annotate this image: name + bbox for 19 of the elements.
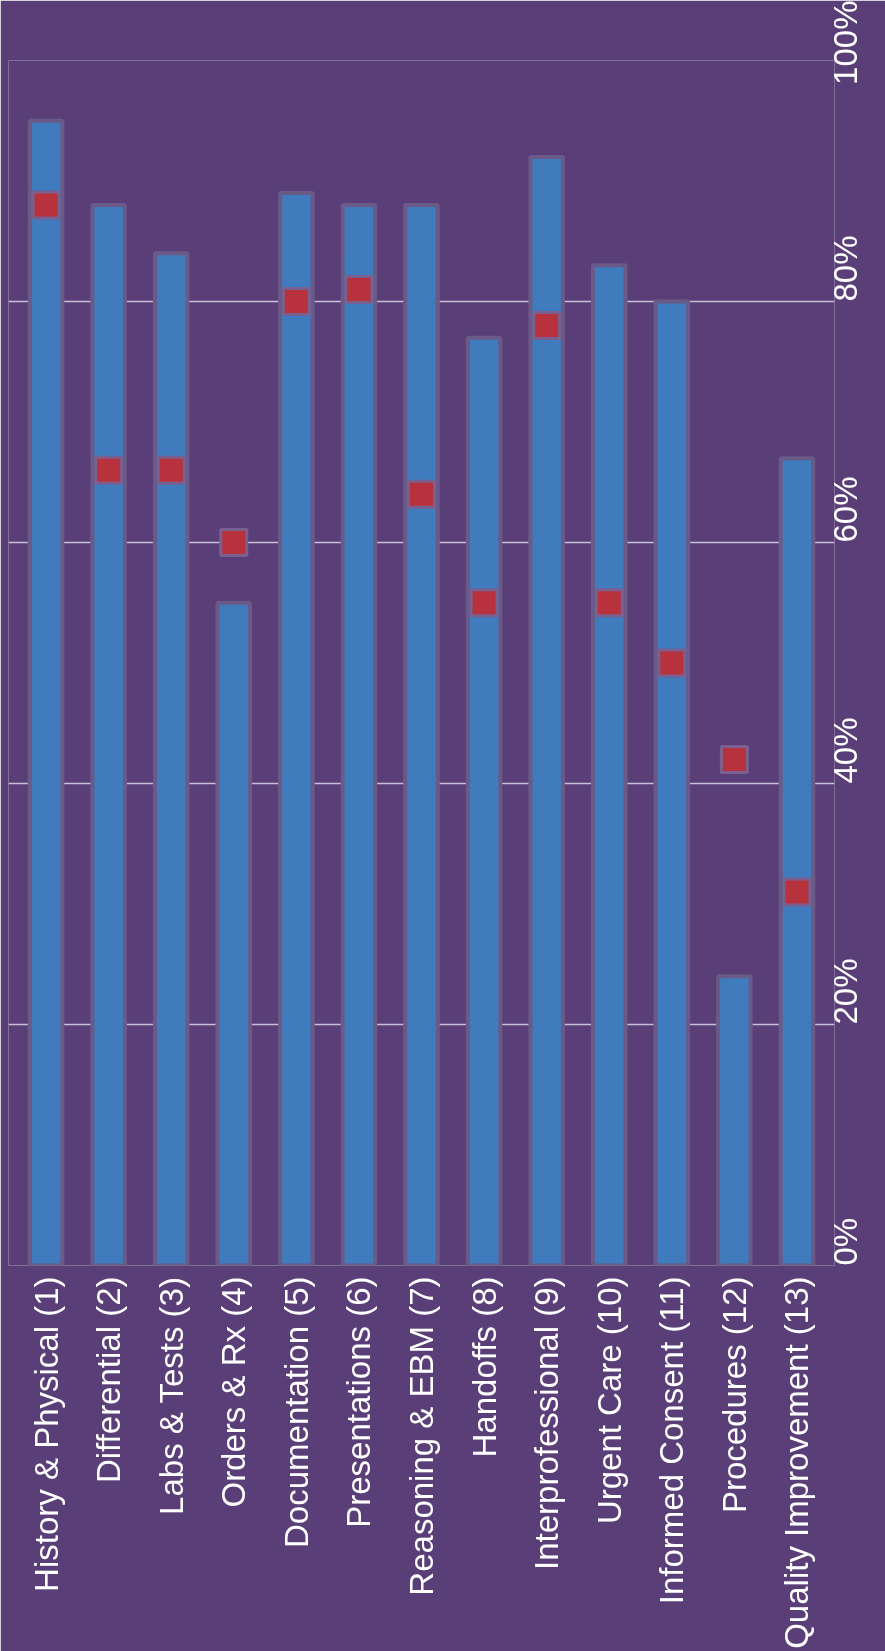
x-tick-label: Informed Consent (11) — [653, 1276, 691, 1605]
x-tick-label: Procedures (12) — [715, 1276, 753, 1514]
x-tick-label: Handoffs (8) — [465, 1276, 503, 1458]
x-tick-label: Orders & Rx (4) — [215, 1276, 253, 1508]
x-tick-label: Urgent Care (10) — [590, 1276, 628, 1525]
x-tick-label: Documentation (5) — [277, 1276, 315, 1548]
y-tick-label: 40% — [827, 717, 864, 784]
y-tick-label: 80% — [827, 235, 864, 302]
x-tick-label: Reasoning & EBM (7) — [403, 1276, 440, 1596]
y-tick-label: 0% — [827, 1217, 864, 1266]
y-tick-label: 100% — [827, 0, 864, 85]
y-tick-label: 60% — [827, 476, 864, 543]
x-tick-label: Quality Improvement (13) — [778, 1276, 816, 1649]
x-tick-label: Interprofessional (9) — [528, 1276, 566, 1570]
y-tick-label: 20% — [827, 958, 864, 1025]
x-tick-label: Differential (2) — [90, 1276, 128, 1484]
x-tick-label: History & Physical (1) — [27, 1276, 65, 1592]
x-tick-label: Presentations (6) — [340, 1276, 378, 1528]
x-tick-label: Labs & Tests (3) — [152, 1277, 190, 1515]
